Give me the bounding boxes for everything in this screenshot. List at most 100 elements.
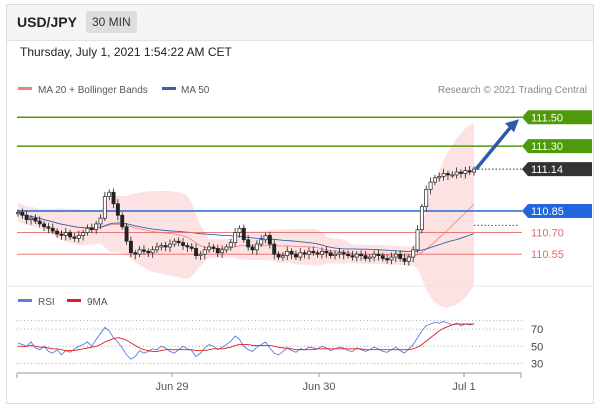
candle-body	[68, 232, 73, 238]
candle-body	[459, 171, 463, 174]
candle-body	[398, 253, 403, 259]
candle-body	[42, 223, 47, 228]
level-tag-111.50	[522, 110, 592, 125]
candle-body	[359, 253, 364, 256]
rsi-legend-label: RSI	[38, 297, 55, 308]
candle-body	[124, 226, 129, 242]
rsi-legend-swatch	[18, 299, 32, 302]
candle-body	[328, 252, 333, 256]
candle-body	[298, 252, 303, 258]
candle-body	[241, 227, 246, 241]
candle-body	[254, 243, 259, 251]
candle-body	[211, 246, 216, 249]
candle-body	[107, 191, 112, 197]
candle-body	[128, 240, 133, 254]
candle-body	[307, 250, 311, 255]
candle-body	[189, 246, 194, 249]
candle-body	[163, 245, 168, 248]
candle-body	[120, 214, 125, 228]
candle-body	[102, 196, 107, 219]
candle-body	[333, 253, 337, 256]
candle-body	[376, 253, 381, 256]
candle-body	[463, 170, 468, 174]
ma50-legend-label: MA 50	[181, 85, 210, 96]
candle-body	[337, 252, 342, 255]
candle-body	[202, 249, 207, 255]
candle-body	[63, 232, 68, 236]
candle-body	[37, 220, 42, 225]
candle-body	[389, 256, 394, 261]
rsi-tick-label-30: 30	[531, 358, 543, 370]
candle-body	[46, 226, 51, 229]
ma50-line	[17, 211, 475, 253]
candle-body	[367, 256, 372, 259]
candle-body	[94, 223, 99, 231]
timeframe-badge[interactable]: 30 MIN	[86, 11, 137, 33]
candle-body	[250, 246, 255, 251]
level-tag-111.30	[522, 139, 592, 154]
rsi-tick-label-70: 70	[531, 324, 543, 336]
candle-body	[150, 249, 155, 254]
candle-body	[111, 191, 116, 205]
candle-body	[293, 253, 298, 258]
candle-body	[445, 173, 450, 176]
candle-body	[415, 229, 420, 251]
chart-header: USD/JPY 30 MIN	[7, 5, 593, 41]
candle-body	[76, 235, 81, 239]
rsi-ma-legend-label: 9MA	[87, 297, 108, 308]
x-axis-label: Jun 30	[302, 381, 335, 393]
x-axis-label: Jul 1	[452, 381, 475, 393]
level-label-110.70: 110.70	[531, 228, 564, 240]
candle-body	[224, 246, 229, 251]
candle-body	[315, 252, 320, 255]
candle-body	[350, 255, 355, 258]
bollinger-legend-label: MA 20 + Bollinger Bands	[38, 85, 148, 96]
x-axis-label: Jun 29	[155, 381, 188, 393]
bollinger-legend-swatch	[18, 87, 32, 90]
candle-body	[237, 227, 242, 233]
rsi-ma-line	[18, 323, 474, 352]
current-price-tag	[522, 162, 592, 177]
rsi-ma-legend-swatch	[67, 299, 81, 302]
candle-body	[20, 212, 25, 216]
candle-body	[155, 246, 159, 251]
chart-datetime: Thursday, July 1, 2021 1:54:22 AM CET	[20, 45, 232, 59]
candle-body	[341, 252, 346, 255]
candle-body	[259, 239, 264, 245]
candle-body	[81, 232, 86, 236]
candle-body	[428, 181, 433, 190]
candle-body	[228, 242, 233, 248]
candle-body	[346, 253, 351, 256]
candle-body	[16, 212, 20, 215]
candle-body	[168, 243, 172, 248]
candle-body	[424, 188, 429, 207]
candle-body	[72, 236, 77, 239]
candle-body	[194, 248, 199, 256]
candle-body	[89, 227, 94, 231]
candle-body	[280, 255, 285, 258]
candle-body	[85, 227, 90, 233]
candle-body	[467, 170, 472, 173]
rsi-line	[17, 320, 475, 360]
candle-body	[324, 250, 329, 254]
candle-body	[276, 253, 281, 258]
candle-body	[59, 233, 64, 236]
candle-body	[450, 174, 455, 177]
candle-body	[311, 250, 316, 254]
candle-body	[432, 177, 437, 183]
level-label-110.85: 110.85	[531, 206, 564, 218]
candle-body	[215, 248, 220, 254]
credit-text: Research © 2021 Trading Central	[438, 85, 587, 96]
candle-body	[246, 239, 251, 248]
x-axis: Jun 29 Jun 30 Jul 1	[155, 373, 476, 393]
candle-body	[302, 252, 307, 255]
candle-body	[207, 246, 212, 251]
price-plot: 111.50 111.30 111.14 110.85 110.70 110.55	[16, 110, 592, 308]
candle-body	[133, 252, 138, 255]
candle-body	[33, 217, 38, 222]
candle-body	[454, 171, 459, 176]
candle-body	[411, 249, 416, 258]
candle-body	[380, 255, 385, 259]
candle-body	[98, 217, 103, 225]
